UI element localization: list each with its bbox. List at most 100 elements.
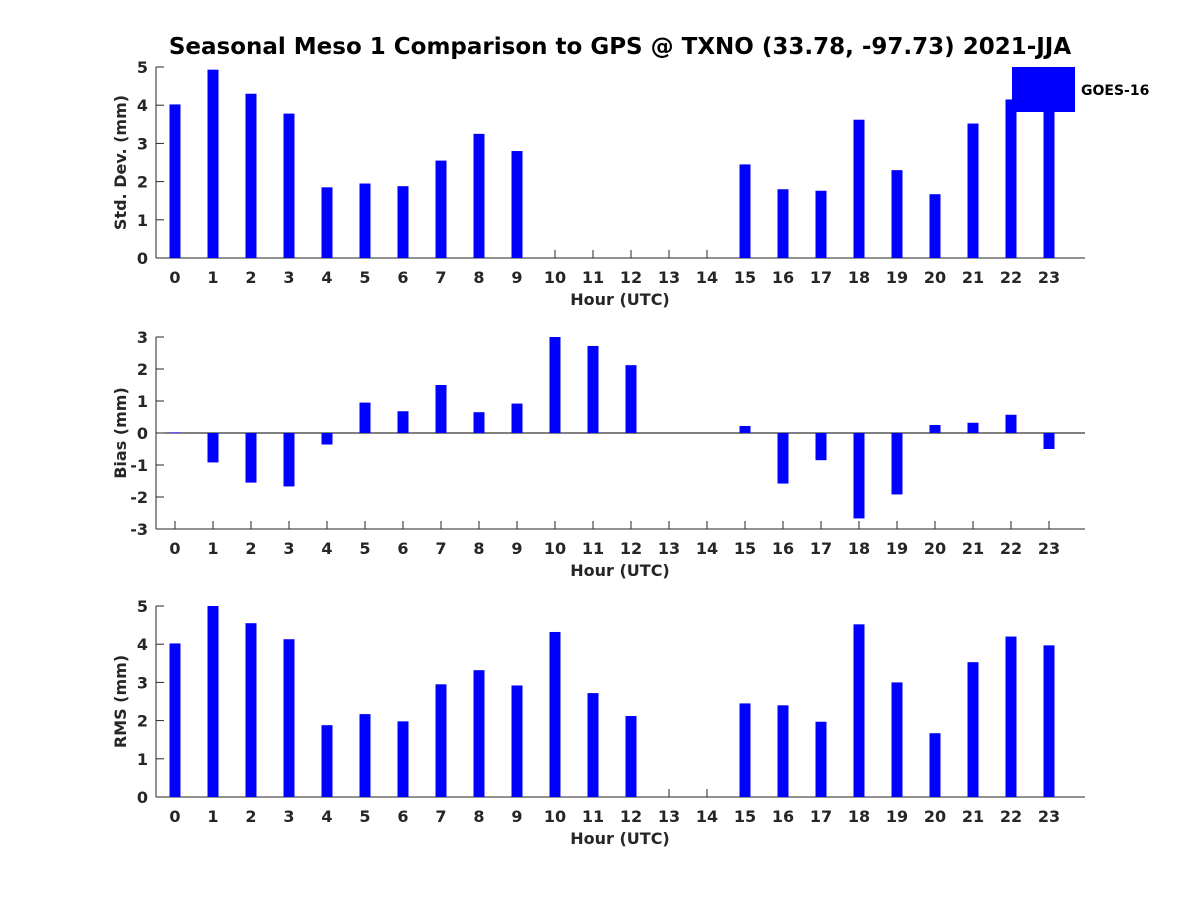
- x-tick-label: 11: [582, 539, 604, 558]
- x-tick-label: 6: [397, 539, 408, 558]
- x-tick-label: 2: [245, 268, 256, 287]
- bar: [929, 425, 941, 433]
- bar: [815, 190, 827, 258]
- y-tick-label: 3: [137, 673, 148, 692]
- x-tick-label: 4: [321, 807, 332, 826]
- y-tick-label: 2: [137, 173, 148, 192]
- bar: [739, 164, 751, 258]
- bar: [1005, 99, 1017, 258]
- x-tick-label: 15: [734, 539, 756, 558]
- bar: [169, 104, 181, 258]
- bar: [245, 433, 257, 483]
- bar: [245, 623, 257, 797]
- bar: [359, 183, 371, 258]
- bar: [815, 721, 827, 797]
- x-tick-label: 22: [1000, 807, 1022, 826]
- y-tick-label: 5: [137, 597, 148, 616]
- x-tick-label: 23: [1038, 539, 1060, 558]
- bar: [283, 433, 295, 487]
- bar: [1005, 414, 1017, 433]
- bar: [739, 425, 751, 433]
- bar: [397, 186, 409, 258]
- x-tick-label: 11: [582, 268, 604, 287]
- bar: [929, 733, 941, 797]
- x-tick-label: 17: [810, 539, 832, 558]
- x-tick-label: 4: [321, 268, 332, 287]
- bar: [473, 670, 485, 797]
- x-tick-label: 20: [924, 268, 946, 287]
- x-tick-label: 7: [435, 807, 446, 826]
- x-tick-label: 3: [283, 539, 294, 558]
- x-tick-label: 19: [886, 539, 908, 558]
- x-tick-label: 4: [321, 539, 332, 558]
- y-tick-label: 3: [137, 134, 148, 153]
- bar: [435, 385, 447, 433]
- y-tick-label: 4: [137, 635, 148, 654]
- x-tick-label: 3: [283, 807, 294, 826]
- x-tick-label: 0: [169, 539, 180, 558]
- bar: [245, 93, 257, 259]
- bar: [853, 433, 865, 519]
- y-tick-label: 1: [137, 750, 148, 769]
- bar: [549, 631, 561, 797]
- x-tick-label: 14: [696, 539, 718, 558]
- y-tick-label: -3: [130, 520, 148, 539]
- bar: [1043, 433, 1055, 449]
- bar: [777, 433, 789, 484]
- bar: [967, 422, 979, 433]
- x-tick-label: 19: [886, 807, 908, 826]
- y-tick-label: 1: [137, 392, 148, 411]
- bar: [1005, 636, 1017, 797]
- y-tick-label: 0: [137, 424, 148, 443]
- bar: [1043, 645, 1055, 797]
- y-tick-label: -2: [130, 488, 148, 507]
- x-tick-label: 21: [962, 268, 984, 287]
- y-tick-label: 5: [137, 58, 148, 77]
- bar: [511, 403, 523, 433]
- x-tick-label: 9: [511, 268, 522, 287]
- x-tick-label: 12: [620, 807, 642, 826]
- x-tick-label: 15: [734, 807, 756, 826]
- y-tick-label: 0: [137, 249, 148, 268]
- bar: [435, 684, 447, 797]
- figure-title: Seasonal Meso 1 Comparison to GPS @ TXNO…: [169, 34, 1072, 60]
- bar: [283, 113, 295, 258]
- x-tick-label: 9: [511, 539, 522, 558]
- bar: [321, 725, 333, 797]
- x-tick-label: 3: [283, 268, 294, 287]
- x-tick-label: 21: [962, 807, 984, 826]
- x-tick-label: 22: [1000, 268, 1022, 287]
- x-axis-label: Hour (UTC): [570, 829, 670, 848]
- bar: [511, 151, 523, 258]
- bar: [169, 643, 181, 797]
- bar: [207, 69, 219, 258]
- x-tick-label: 20: [924, 539, 946, 558]
- bar: [853, 624, 865, 797]
- x-tick-label: 6: [397, 807, 408, 826]
- bar: [321, 433, 333, 445]
- y-tick-label: 1: [137, 211, 148, 230]
- bar: [359, 714, 371, 797]
- x-tick-label: 17: [810, 268, 832, 287]
- bar: [853, 119, 865, 258]
- x-tick-label: 12: [620, 539, 642, 558]
- bar: [777, 705, 789, 797]
- x-tick-label: 5: [359, 539, 370, 558]
- x-tick-label: 5: [359, 807, 370, 826]
- x-tick-label: 17: [810, 807, 832, 826]
- bar: [435, 160, 447, 258]
- x-tick-label: 5: [359, 268, 370, 287]
- bar: [1043, 106, 1055, 258]
- bar: [359, 402, 371, 433]
- x-tick-label: 7: [435, 268, 446, 287]
- y-tick-label: 0: [137, 788, 148, 807]
- x-tick-label: 23: [1038, 807, 1060, 826]
- y-tick-label: 4: [137, 96, 148, 115]
- x-tick-label: 20: [924, 807, 946, 826]
- x-axis-label: Hour (UTC): [570, 290, 670, 309]
- bar: [891, 433, 903, 495]
- x-tick-label: 12: [620, 268, 642, 287]
- x-tick-label: 18: [848, 268, 870, 287]
- y-axis-label: Bias (mm): [111, 387, 130, 479]
